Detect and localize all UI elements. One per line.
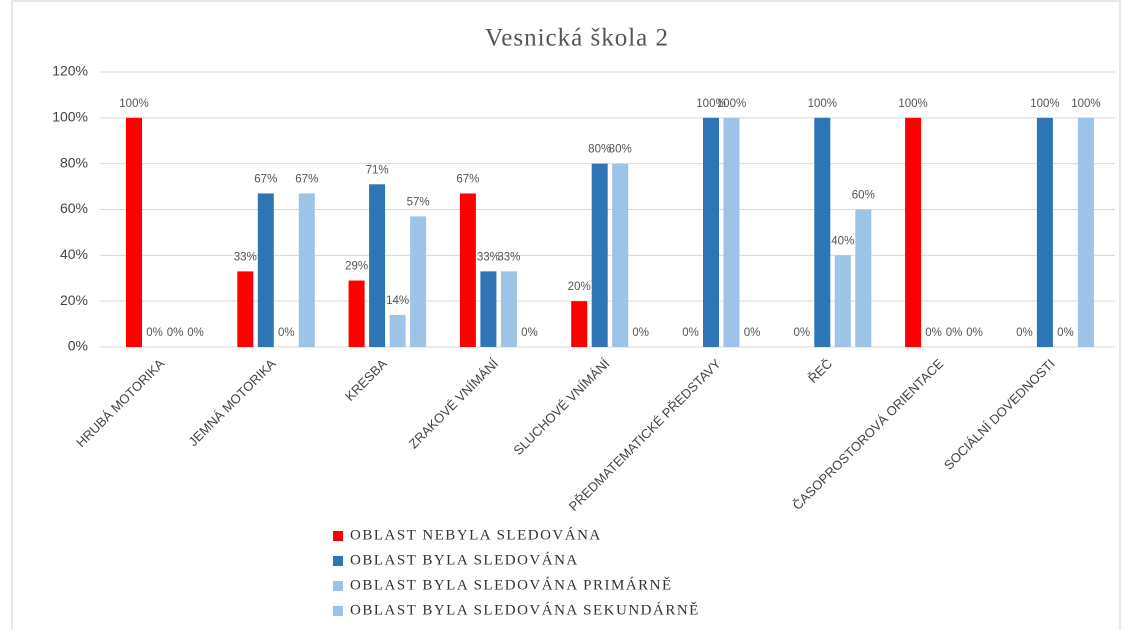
value-label: 100% [1071,98,1100,110]
y-tick-label: 0% [68,338,88,354]
value-label: 0% [146,327,163,339]
bar [410,216,427,347]
value-label: 14% [386,295,409,307]
y-tick-label: 100% [52,109,88,125]
bar [348,280,365,347]
value-label: 33% [497,251,520,263]
value-label: 0% [1016,327,1033,339]
bar [389,314,406,347]
value-label: 80% [609,144,632,156]
legend-swatch [333,556,343,566]
value-label: 40% [831,235,854,247]
y-tick-label: 60% [60,200,88,216]
bar [126,117,142,347]
bar [298,193,315,347]
bar [369,184,386,347]
value-label: 67% [295,173,318,185]
value-label: 0% [1057,327,1074,339]
value-label: 57% [407,196,430,208]
bar [480,271,497,347]
bar [237,271,254,347]
value-label: 100% [808,98,837,110]
value-label: 0% [167,327,184,339]
value-label: 33% [234,251,257,263]
bar [591,163,608,347]
legend-label: OBLAST BYLA SLEDOVÁNA SEKUNDÁRNĚ [350,601,700,618]
legend-swatch [333,581,343,591]
value-label: 67% [254,173,277,185]
legend-swatch [333,606,343,616]
bar [855,209,872,347]
value-label: 0% [682,327,699,339]
bar [905,117,922,347]
value-label: 0% [793,327,810,339]
value-label: 100% [1030,98,1059,110]
legend-label: OBLAST BYLA SLEDOVÁNA PRIMÁRNĚ [350,576,673,593]
value-label: 0% [632,327,649,339]
bar [723,117,740,347]
legend-swatch [333,531,343,541]
value-label: 20% [568,281,591,293]
bar [814,117,831,347]
legend-label: OBLAST BYLA SLEDOVÁNA [350,551,579,568]
value-label: 100% [119,98,148,110]
value-label: 0% [187,327,204,339]
value-label: 0% [278,327,295,339]
value-label: 100% [717,98,746,110]
value-label: 29% [345,261,368,273]
y-tick-label: 40% [60,246,88,262]
bar [703,117,719,347]
y-tick-label: 80% [60,154,88,170]
chart-frame [11,0,1121,630]
value-label: 0% [925,327,942,339]
y-tick-label: 20% [60,292,88,308]
value-label: 0% [966,327,983,339]
bar [459,193,476,347]
legend-label: OBLAST NEBYLA SLEDOVÁNA [350,526,602,543]
bar [612,163,629,347]
value-label: 67% [456,173,479,185]
value-label: 0% [744,327,761,339]
bar [834,255,851,347]
value-label: 33% [477,251,500,263]
bar [1036,117,1053,347]
value-label: 60% [852,190,875,202]
bar [257,193,274,347]
bar [500,271,517,347]
bar [571,301,588,347]
chart-title: Vesnická škola 2 [485,25,669,52]
value-label: 100% [898,98,927,110]
value-label: 71% [366,164,389,176]
value-label: 0% [521,327,538,339]
y-tick-label: 120% [52,63,88,79]
bar [1077,117,1094,347]
value-label: 80% [588,144,611,156]
value-label: 100% [696,98,725,110]
value-label: 0% [946,327,963,339]
